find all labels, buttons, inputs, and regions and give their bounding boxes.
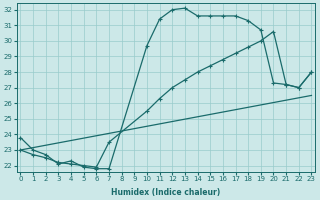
X-axis label: Humidex (Indice chaleur): Humidex (Indice chaleur) [111,188,220,197]
